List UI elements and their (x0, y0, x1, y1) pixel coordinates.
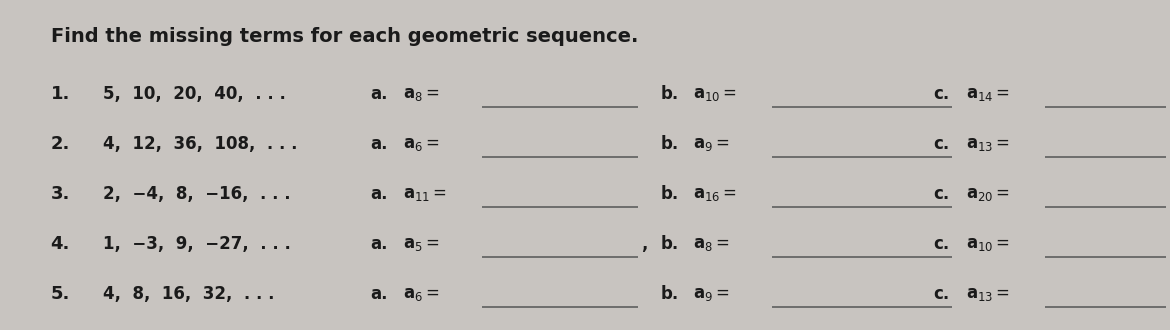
Text: 2.: 2. (50, 135, 70, 153)
Text: 1.: 1. (50, 85, 70, 103)
Text: $\mathbf{a}_{9} =$: $\mathbf{a}_{9} =$ (693, 285, 730, 303)
Text: c.: c. (934, 85, 950, 103)
Text: 4,  12,  36,  108,  . . .: 4, 12, 36, 108, . . . (103, 135, 297, 153)
Text: $\mathbf{a}_{13} =$: $\mathbf{a}_{13} =$ (966, 285, 1010, 303)
Text: 5.: 5. (50, 285, 70, 303)
Text: $\mathbf{a}_{5} =$: $\mathbf{a}_{5} =$ (402, 235, 439, 253)
Text: 5,  10,  20,  40,  . . .: 5, 10, 20, 40, . . . (103, 85, 285, 103)
Text: b.: b. (661, 185, 679, 203)
Text: c.: c. (934, 285, 950, 303)
Text: $\mathbf{a}_{6} =$: $\mathbf{a}_{6} =$ (402, 135, 439, 153)
Text: b.: b. (661, 85, 679, 103)
Text: $\mathbf{a}_{13} =$: $\mathbf{a}_{13} =$ (966, 135, 1010, 153)
Text: 1,  −3,  9,  −27,  . . .: 1, −3, 9, −27, . . . (103, 235, 291, 253)
Text: 3.: 3. (50, 185, 70, 203)
Text: Find the missing terms for each geometric sequence.: Find the missing terms for each geometri… (50, 27, 638, 46)
Text: $\mathbf{a}_{9} =$: $\mathbf{a}_{9} =$ (693, 135, 730, 153)
Text: $\mathbf{a}_{11} =$: $\mathbf{a}_{11} =$ (402, 185, 447, 203)
Text: a.: a. (370, 135, 387, 153)
Text: b.: b. (661, 285, 679, 303)
Text: $\mathbf{a}_{20} =$: $\mathbf{a}_{20} =$ (966, 185, 1010, 203)
Text: $\mathbf{a}_{8} =$: $\mathbf{a}_{8} =$ (693, 235, 730, 253)
Text: 4,  8,  16,  32,  . . .: 4, 8, 16, 32, . . . (103, 285, 275, 303)
Text: b.: b. (661, 235, 679, 253)
Text: c.: c. (934, 185, 950, 203)
Text: 4.: 4. (50, 235, 70, 253)
Text: $\mathbf{a}_{10} =$: $\mathbf{a}_{10} =$ (966, 235, 1010, 253)
Text: a.: a. (370, 85, 387, 103)
Text: a.: a. (370, 185, 387, 203)
Text: a.: a. (370, 235, 387, 253)
Text: $\mathbf{a}_{10} =$: $\mathbf{a}_{10} =$ (693, 85, 737, 103)
Text: 2,  −4,  8,  −16,  . . .: 2, −4, 8, −16, . . . (103, 185, 290, 203)
Text: $\mathbf{a}_{8} =$: $\mathbf{a}_{8} =$ (402, 85, 439, 103)
Text: a.: a. (370, 285, 387, 303)
Text: c.: c. (934, 235, 950, 253)
Text: $\mathbf{a}_{14} =$: $\mathbf{a}_{14} =$ (966, 85, 1010, 103)
Text: $\mathbf{a}_{16} =$: $\mathbf{a}_{16} =$ (693, 185, 737, 203)
Text: ,: , (641, 235, 647, 253)
Text: b.: b. (661, 135, 679, 153)
Text: $\mathbf{a}_{6} =$: $\mathbf{a}_{6} =$ (402, 285, 439, 303)
Text: c.: c. (934, 135, 950, 153)
